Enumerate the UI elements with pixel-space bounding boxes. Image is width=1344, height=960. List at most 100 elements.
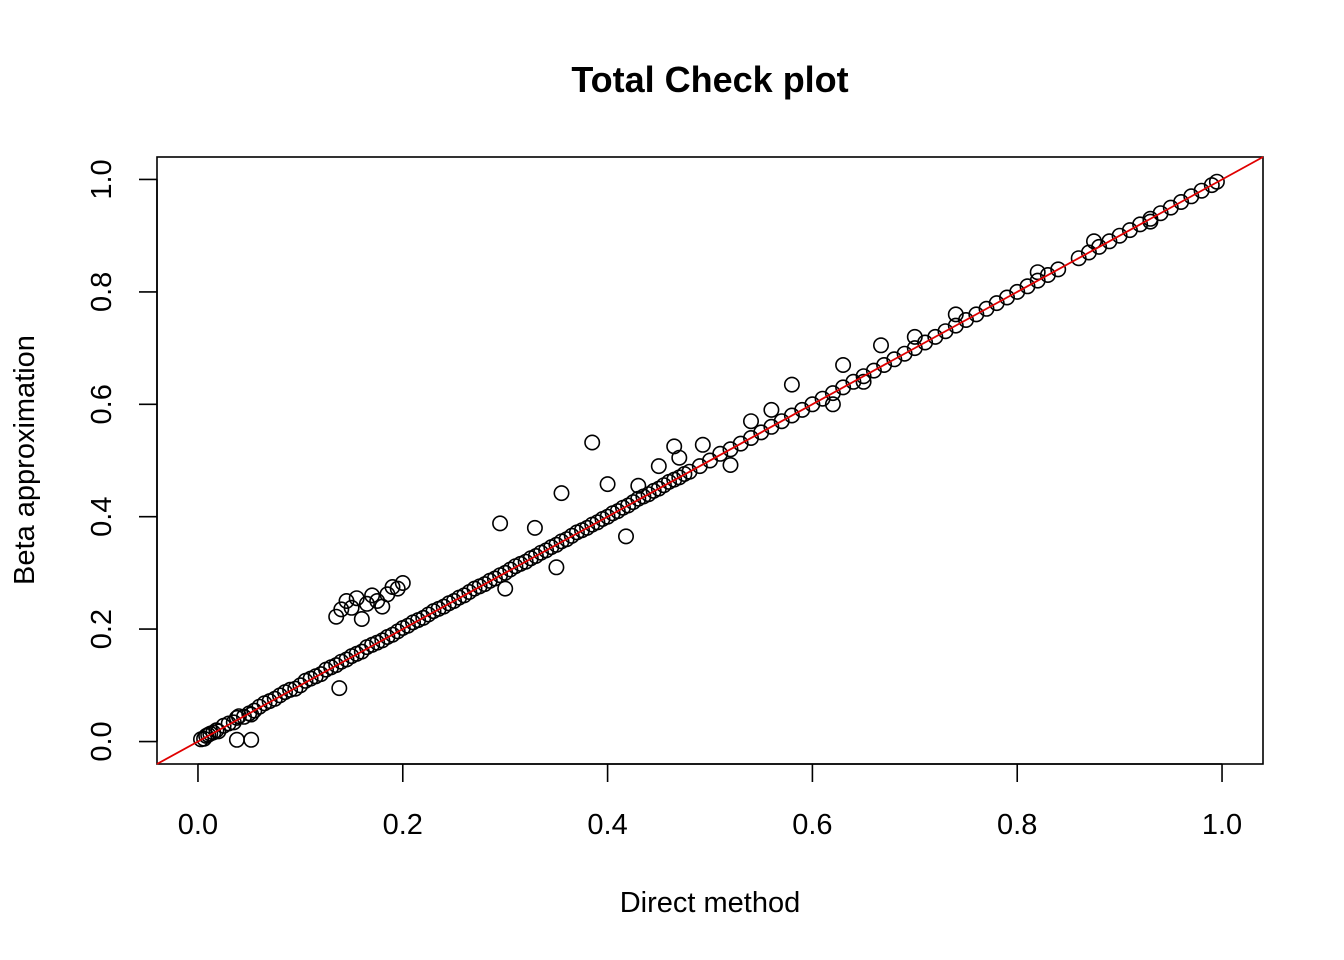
data-point [333, 601, 350, 618]
data-point [210, 723, 227, 740]
data-point [722, 456, 739, 473]
data-point [282, 681, 299, 698]
data-point [1208, 173, 1225, 190]
data-point [328, 657, 345, 674]
data-point [742, 429, 759, 446]
data-point [906, 340, 923, 357]
y-axis-label: Beta approximation [9, 335, 41, 585]
data-point [835, 356, 852, 373]
data-point [526, 519, 543, 536]
data-point [1152, 205, 1169, 222]
data-point [988, 295, 1005, 312]
data-point [694, 436, 711, 453]
data-point [1183, 188, 1200, 205]
data-point [389, 580, 406, 597]
data-point [681, 463, 698, 480]
data-point [1086, 233, 1103, 250]
x-tick-label: 1.0 [1202, 809, 1242, 841]
data-point [1111, 227, 1128, 244]
data-point [1142, 213, 1159, 230]
data-point [343, 599, 360, 616]
data-point [1193, 182, 1210, 199]
x-axis-label: Direct method [620, 887, 801, 919]
x-tick-label: 0.4 [587, 809, 627, 841]
data-point [814, 390, 831, 407]
data-point [917, 334, 934, 351]
y-tick-label: 0.6 [86, 384, 118, 424]
data-point [753, 424, 770, 441]
data-point [947, 306, 964, 323]
data-point [1050, 261, 1067, 278]
data-point [420, 606, 437, 623]
y-axis: 0.0 0.2 0.4 0.6 0.8 1.0 [86, 159, 158, 762]
data-point [364, 587, 381, 604]
y-tick-label: 0.0 [86, 721, 118, 761]
data-point [230, 708, 247, 725]
data-point [331, 680, 348, 697]
data-point [855, 373, 872, 390]
data-point [896, 345, 913, 362]
y-tick-label: 1.0 [86, 159, 118, 199]
data-point [650, 458, 667, 475]
data-point [1101, 233, 1118, 250]
data-points [156, 156, 1264, 765]
data-point [1029, 264, 1046, 281]
y-tick-label: 0.2 [86, 609, 118, 649]
data-point [243, 731, 260, 748]
data-point [228, 731, 245, 748]
x-tick-label: 0.2 [383, 809, 423, 841]
data-point [783, 407, 800, 424]
x-tick-label: 0.8 [997, 809, 1037, 841]
x-tick-label: 0.6 [792, 809, 832, 841]
reference-line [156, 156, 1264, 765]
data-point [666, 438, 683, 455]
data-point [358, 595, 375, 612]
data-point [906, 328, 923, 345]
data-point [497, 580, 514, 597]
data-point [947, 317, 964, 334]
data-point [835, 379, 852, 396]
data-point [630, 477, 647, 494]
data-point [824, 396, 841, 413]
data-point [937, 323, 954, 340]
data-point [1203, 177, 1220, 194]
data-point [251, 698, 268, 715]
data-point [287, 680, 304, 697]
data-point [872, 337, 889, 354]
data-point [763, 418, 780, 435]
data-point [563, 527, 580, 544]
data-point [886, 351, 903, 368]
data-point [691, 458, 708, 475]
data-point [968, 306, 985, 323]
data-point [1029, 272, 1046, 289]
data-point [584, 434, 601, 451]
x-tick-label: 0.0 [178, 809, 218, 841]
data-point [599, 476, 616, 493]
data-point [957, 311, 974, 328]
data-point [599, 508, 616, 525]
data-point [548, 559, 565, 576]
data-point [763, 401, 780, 418]
data-point [794, 401, 811, 418]
data-point [625, 494, 642, 511]
data-point [845, 373, 862, 390]
data-point [1091, 238, 1108, 255]
chart-title: Total Check plot [571, 59, 848, 100]
data-point [492, 515, 509, 532]
data-point [553, 485, 570, 502]
data-point [1039, 266, 1056, 283]
x-axis: 0.0 0.2 0.4 0.6 0.8 1.0 [178, 763, 1242, 841]
y-tick-label: 0.4 [86, 497, 118, 537]
data-point [712, 445, 729, 462]
data-point [742, 413, 759, 430]
data-point [1132, 216, 1149, 233]
data-point [445, 592, 462, 609]
data-point [617, 528, 634, 545]
data-point [548, 536, 565, 553]
data-point [783, 376, 800, 393]
data-point [855, 368, 872, 385]
data-point [394, 574, 411, 591]
data-point [671, 449, 688, 466]
data-point [865, 362, 882, 379]
